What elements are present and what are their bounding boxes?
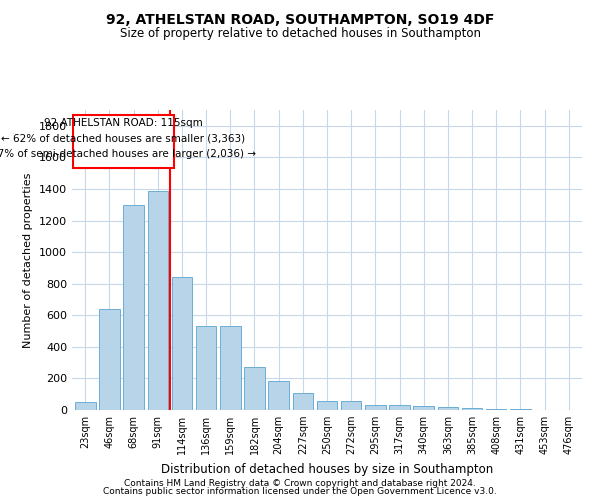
Bar [389, 406, 410, 410]
Text: Contains HM Land Registry data © Crown copyright and database right 2024.: Contains HM Land Registry data © Crown c… [124, 478, 476, 488]
Text: ← 62% of detached houses are smaller (3,363): ← 62% of detached houses are smaller (3,… [1, 134, 245, 143]
Bar [220, 326, 241, 410]
X-axis label: Distribution of detached houses by size in Southampton: Distribution of detached houses by size … [161, 462, 493, 475]
Bar [462, 408, 482, 410]
Bar [172, 278, 192, 410]
Bar [268, 381, 289, 410]
Bar [486, 408, 506, 410]
Bar [99, 309, 120, 410]
Bar [196, 326, 217, 410]
Bar [75, 402, 95, 410]
FancyBboxPatch shape [73, 114, 173, 168]
Bar [413, 406, 434, 410]
Bar [365, 406, 386, 410]
Bar [341, 400, 361, 410]
Bar [148, 190, 168, 410]
Bar [244, 368, 265, 410]
Bar [317, 400, 337, 410]
Bar [293, 394, 313, 410]
Text: Size of property relative to detached houses in Southampton: Size of property relative to detached ho… [119, 28, 481, 40]
Bar [124, 204, 144, 410]
Text: 92 ATHELSTAN ROAD: 115sqm: 92 ATHELSTAN ROAD: 115sqm [44, 118, 203, 128]
Bar [510, 409, 530, 410]
Y-axis label: Number of detached properties: Number of detached properties [23, 172, 34, 348]
Bar [437, 407, 458, 410]
Text: Contains public sector information licensed under the Open Government Licence v3: Contains public sector information licen… [103, 487, 497, 496]
Text: 92, ATHELSTAN ROAD, SOUTHAMPTON, SO19 4DF: 92, ATHELSTAN ROAD, SOUTHAMPTON, SO19 4D… [106, 12, 494, 26]
Text: 37% of semi-detached houses are larger (2,036) →: 37% of semi-detached houses are larger (… [0, 149, 256, 159]
